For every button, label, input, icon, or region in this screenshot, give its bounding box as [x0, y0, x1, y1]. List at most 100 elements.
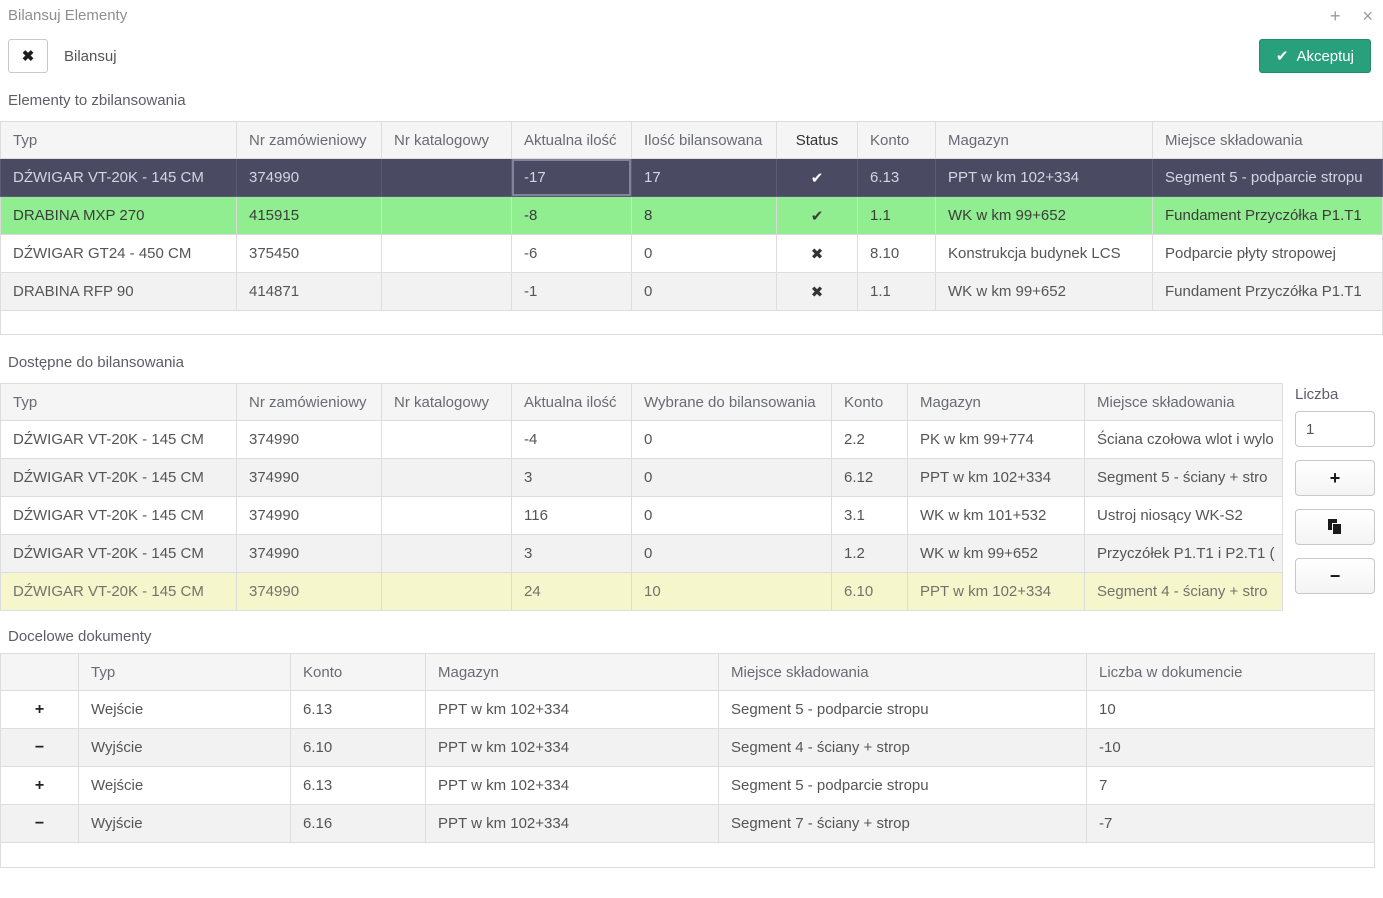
cell-aktualna-ilosc[interactable]: 116 [511, 496, 632, 535]
table-row[interactable]: + Wejście 6.13 PPT w km 102+334 Segment … [0, 690, 1375, 729]
table-row[interactable]: DŹWIGAR VT-20K - 145 CM 374990 -17 17 ✔ … [0, 158, 1383, 197]
cell-typ[interactable]: Wejście [78, 690, 291, 729]
cell-konto[interactable]: 6.12 [831, 458, 908, 497]
cell-miejsce[interactable]: Ściana czołowa wlot i wylo [1084, 420, 1283, 459]
cell-konto[interactable]: 6.13 [290, 766, 426, 805]
table-row[interactable]: DŹWIGAR VT-20K - 145 CM 374990 -4 0 2.2 … [0, 420, 1283, 459]
cell-typ[interactable]: DŹWIGAR VT-20K - 145 CM [0, 496, 237, 535]
table-row[interactable]: DŹWIGAR VT-20K - 145 CM 374990 3 0 6.12 … [0, 458, 1283, 497]
table-row[interactable]: − Wyjście 6.10 PPT w km 102+334 Segment … [0, 728, 1375, 767]
subtract-quantity-button[interactable]: − [1295, 558, 1375, 594]
cell-magazyn[interactable]: PPT w km 102+334 [907, 458, 1085, 497]
cell-miejsce[interactable]: Segment 4 - ściany + stro [1084, 572, 1283, 611]
plus-sign-icon[interactable]: + [0, 766, 79, 805]
cell-liczba[interactable]: 7 [1086, 766, 1375, 805]
cell-konto[interactable]: 1.2 [831, 534, 908, 573]
cell-miejsce[interactable]: Podparcie płyty stropowej [1152, 234, 1383, 273]
table-row[interactable]: DŹWIGAR GT24 - 450 CM 375450 -6 0 ✖ 8.10… [0, 234, 1383, 273]
cell-konto[interactable]: 6.10 [831, 572, 908, 611]
cell-typ[interactable]: DŹWIGAR VT-20K - 145 CM [0, 572, 237, 611]
cell-magazyn[interactable]: WK w km 99+652 [935, 272, 1153, 311]
cell-ilosc-bilansowana[interactable]: 0 [631, 272, 777, 311]
cell-nr-katalogowy[interactable] [381, 158, 512, 197]
cell-magazyn[interactable]: WK w km 99+652 [935, 196, 1153, 235]
cell-typ[interactable]: Wyjście [78, 804, 291, 843]
cell-wybrane[interactable]: 0 [631, 496, 832, 535]
cell-nr-zamowieniowy[interactable]: 374990 [236, 572, 382, 611]
cell-miejsce[interactable]: Ustroj niosący WK-S2 [1084, 496, 1283, 535]
table-row[interactable]: DŹWIGAR VT-20K - 145 CM 374990 116 0 3.1… [0, 496, 1283, 535]
cell-nr-katalogowy[interactable] [381, 572, 512, 611]
cell-liczba[interactable]: -7 [1086, 804, 1375, 843]
cell-nr-zamowieniowy[interactable]: 374990 [236, 534, 382, 573]
cell-miejsce[interactable]: Segment 5 - podparcie stropu [718, 690, 1087, 729]
cell-aktualna-ilosc[interactable]: -17 [511, 158, 632, 197]
cell-miejsce[interactable]: Fundament Przyczółka P1.T1 [1152, 196, 1383, 235]
cell-magazyn[interactable]: PPT w km 102+334 [425, 804, 719, 843]
accept-button[interactable]: ✔ Akceptuj [1258, 39, 1371, 73]
minus-sign-icon[interactable]: − [0, 804, 79, 843]
table-row[interactable]: DŹWIGAR VT-20K - 145 CM 374990 3 0 1.2 W… [0, 534, 1283, 573]
cell-aktualna-ilosc[interactable]: -1 [511, 272, 632, 311]
cell-nr-katalogowy[interactable] [381, 496, 512, 535]
cell-magazyn[interactable]: Konstrukcja budynek LCS [935, 234, 1153, 273]
cell-typ[interactable]: DŹWIGAR VT-20K - 145 CM [0, 534, 237, 573]
cell-konto[interactable]: 8.10 [857, 234, 936, 273]
cell-aktualna-ilosc[interactable]: -6 [511, 234, 632, 273]
cell-miejsce[interactable]: Segment 7 - ściany + strop [718, 804, 1087, 843]
cell-typ[interactable]: DŹWIGAR VT-20K - 145 CM [0, 420, 237, 459]
cell-wybrane[interactable]: 10 [631, 572, 832, 611]
cell-konto[interactable]: 6.16 [290, 804, 426, 843]
cell-konto[interactable]: 3.1 [831, 496, 908, 535]
cell-miejsce[interactable]: Segment 5 - podparcie stropu [1152, 158, 1383, 197]
copy-button[interactable] [1295, 509, 1375, 545]
cell-aktualna-ilosc[interactable]: 3 [511, 458, 632, 497]
cell-magazyn[interactable]: WK w km 99+652 [907, 534, 1085, 573]
cell-typ[interactable]: DRABINA MXP 270 [0, 196, 237, 235]
cell-nr-zamowieniowy[interactable]: 374990 [236, 158, 382, 197]
cell-nr-zamowieniowy[interactable]: 375450 [236, 234, 382, 273]
cell-nr-katalogowy[interactable] [381, 420, 512, 459]
cell-nr-katalogowy[interactable] [381, 534, 512, 573]
cell-magazyn[interactable]: PPT w km 102+334 [425, 690, 719, 729]
status-check-icon[interactable]: ✔ [776, 158, 858, 197]
cell-miejsce[interactable]: Przyczółek P1.T1 i P2.T1 ( [1084, 534, 1283, 573]
table-row[interactable]: − Wyjście 6.16 PPT w km 102+334 Segment … [0, 804, 1375, 843]
cell-typ[interactable]: Wyjście [78, 728, 291, 767]
cell-typ[interactable]: DŹWIGAR GT24 - 450 CM [0, 234, 237, 273]
cell-typ[interactable]: DŹWIGAR VT-20K - 145 CM [0, 458, 237, 497]
cell-nr-zamowieniowy[interactable]: 374990 [236, 496, 382, 535]
cell-liczba[interactable]: -10 [1086, 728, 1375, 767]
cell-magazyn[interactable]: PPT w km 102+334 [935, 158, 1153, 197]
cell-magazyn[interactable]: PPT w km 102+334 [425, 766, 719, 805]
table-row[interactable]: + Wejście 6.13 PPT w km 102+334 Segment … [0, 766, 1375, 805]
table-row[interactable]: DRABINA MXP 270 415915 -8 8 ✔ 1.1 WK w k… [0, 196, 1383, 235]
cell-konto[interactable]: 2.2 [831, 420, 908, 459]
cell-liczba[interactable]: 10 [1086, 690, 1375, 729]
add-quantity-button[interactable]: + [1295, 460, 1375, 496]
cell-aktualna-ilosc[interactable]: 3 [511, 534, 632, 573]
cell-aktualna-ilosc[interactable]: -8 [511, 196, 632, 235]
plus-sign-icon[interactable]: + [0, 690, 79, 729]
cell-nr-katalogowy[interactable] [381, 234, 512, 273]
cell-magazyn[interactable]: WK w km 101+532 [907, 496, 1085, 535]
quantity-input[interactable] [1295, 411, 1375, 447]
cell-aktualna-ilosc[interactable]: 24 [511, 572, 632, 611]
cell-nr-zamowieniowy[interactable]: 374990 [236, 458, 382, 497]
cell-magazyn[interactable]: PPT w km 102+334 [907, 572, 1085, 611]
cell-magazyn[interactable]: PK w km 99+774 [907, 420, 1085, 459]
cell-konto[interactable]: 6.10 [290, 728, 426, 767]
table-row[interactable]: DŹWIGAR VT-20K - 145 CM 374990 24 10 6.1… [0, 572, 1283, 611]
cell-wybrane[interactable]: 0 [631, 534, 832, 573]
cell-typ[interactable]: Wejście [78, 766, 291, 805]
maximize-icon[interactable]: + [1329, 6, 1341, 26]
cell-nr-katalogowy[interactable] [381, 272, 512, 311]
cell-nr-zamowieniowy[interactable]: 414871 [236, 272, 382, 311]
cell-konto[interactable]: 1.1 [857, 196, 936, 235]
cell-nr-katalogowy[interactable] [381, 458, 512, 497]
cell-konto[interactable]: 1.1 [857, 272, 936, 311]
cell-nr-zamowieniowy[interactable]: 415915 [236, 196, 382, 235]
cell-ilosc-bilansowana[interactable]: 0 [631, 234, 777, 273]
cell-typ[interactable]: DŹWIGAR VT-20K - 145 CM [0, 158, 237, 197]
cell-aktualna-ilosc[interactable]: -4 [511, 420, 632, 459]
